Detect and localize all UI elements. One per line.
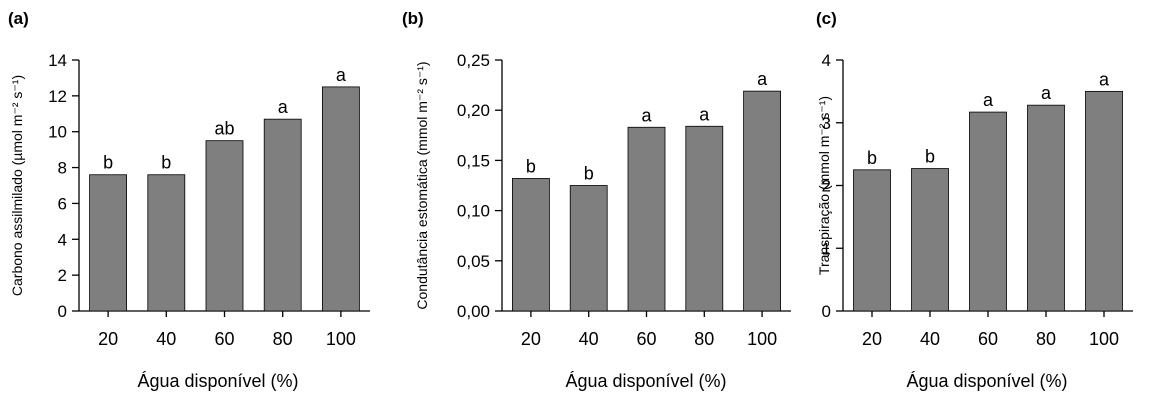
panel-b-y-tick-label: 0,05 (457, 252, 490, 271)
panel-b-bar-letter: b (584, 164, 594, 184)
panel-b-y-tick-label: 0,10 (457, 202, 490, 221)
panel-b-label: (b) (402, 9, 424, 28)
panel-a-y-tick-label: 12 (48, 87, 67, 106)
panel-c-y-tick-label: 0 (822, 302, 831, 321)
panel-c-label: (c) (816, 9, 837, 28)
panel-a-bar-letter: a (336, 65, 347, 85)
panel-b-x-tick-label: 40 (579, 329, 599, 349)
panel-a-y-tick-label: 14 (48, 51, 67, 70)
panel-b-y-tick-label: 0,00 (457, 302, 490, 321)
panel-a-y-tick-label: 0 (58, 302, 67, 321)
panel-c-y-tick-label: 3 (822, 114, 831, 133)
panel-c-y-tick-label: 4 (822, 51, 831, 70)
panel-c-bar (853, 169, 891, 312)
panel-c-bar (969, 111, 1007, 312)
panel-a-bar-letter: a (278, 97, 289, 117)
panel-a-bar (147, 174, 186, 312)
panel-c-bar (1027, 104, 1065, 312)
panel-b-bar-letter: a (699, 104, 710, 124)
panel-b-x-tick-label: 20 (521, 329, 541, 349)
panel-a-x-tick-label: 100 (326, 329, 356, 349)
panel-c-bar-letter: a (1041, 83, 1052, 103)
panel-c-bar (1085, 90, 1123, 312)
panel-b-x-tick-label: 100 (747, 329, 777, 349)
panel-a-y-axis-title: Carbono assilmilado (µmol m⁻² s⁻¹) (9, 75, 25, 296)
panel-c-y-tick-label: 2 (822, 177, 831, 196)
panel-b-bar (685, 125, 724, 312)
panel-c-y-axis-title: Transpiração (mmol m⁻² s⁻¹) (816, 96, 832, 275)
panel-a-x-tick-label: 20 (98, 329, 118, 349)
panel-a-y-tick-label: 8 (58, 159, 67, 178)
panel-a-bar-letter: ab (214, 119, 234, 139)
panel-c-x-tick-label: 60 (978, 329, 998, 349)
panel-b-y-axis-title: Condutância estomática (mmol m⁻² s⁻¹) (414, 61, 430, 309)
panel-b-x-tick-label: 60 (636, 329, 656, 349)
panel-a-y-tick-label: 6 (58, 194, 67, 213)
panel-c-bar (911, 168, 949, 312)
panel-a-bar (263, 118, 302, 312)
panel-a-bar (205, 140, 244, 312)
panel-c-bar-letter: b (867, 148, 877, 168)
panel-c-x-tick-label: 80 (1036, 329, 1056, 349)
panel-c-x-tick-label: 100 (1089, 329, 1119, 349)
panel-c-bar-letter: a (983, 90, 994, 110)
panel-a-y-tick-label: 4 (58, 230, 67, 249)
panel-b-y-tick-label: 0,25 (457, 51, 490, 70)
panel-c-x-tick-label: 40 (920, 329, 940, 349)
panel-b-x-tick-label: 80 (694, 329, 714, 349)
panel-b-bar (627, 126, 666, 312)
panel-c-x-tick-label: 20 (862, 329, 882, 349)
panel-a-bar-letter: b (103, 153, 113, 173)
panel-a-bar (89, 174, 127, 312)
panel-c-bar-letter: a (1099, 69, 1110, 89)
panel-a-x-axis-title: Água disponível (%) (137, 371, 298, 391)
panel-a-y-tick-label: 10 (48, 123, 67, 142)
panel-a-label: (a) (8, 9, 29, 28)
panel-b-bar (512, 178, 550, 312)
panel-a-bar-letter: b (161, 153, 171, 173)
panel-a-x-tick-label: 40 (156, 329, 176, 349)
panel-b-y-tick-label: 0,15 (457, 151, 490, 170)
panel-b-bar-letter: a (641, 105, 652, 125)
panel-b-bar (569, 185, 608, 312)
panel-b-bar-letter: b (526, 156, 536, 176)
panel-c-y-tick-label: 1 (822, 239, 831, 258)
panel-a-y-tick-label: 2 (58, 266, 67, 285)
panel-c-bar-letter: b (925, 147, 935, 167)
panel-a-x-tick-label: 80 (273, 329, 293, 349)
panel-b-y-tick-label: 0,20 (457, 101, 490, 120)
panel-b-bar-letter: a (757, 69, 768, 89)
panel-a-x-tick-label: 60 (214, 329, 234, 349)
panel-c-x-axis-title: Água disponível (%) (906, 371, 1067, 391)
panel-a-bar (321, 86, 360, 312)
panel-b-bar (743, 90, 781, 312)
panel-b-x-axis-title: Água disponível (%) (565, 371, 726, 391)
